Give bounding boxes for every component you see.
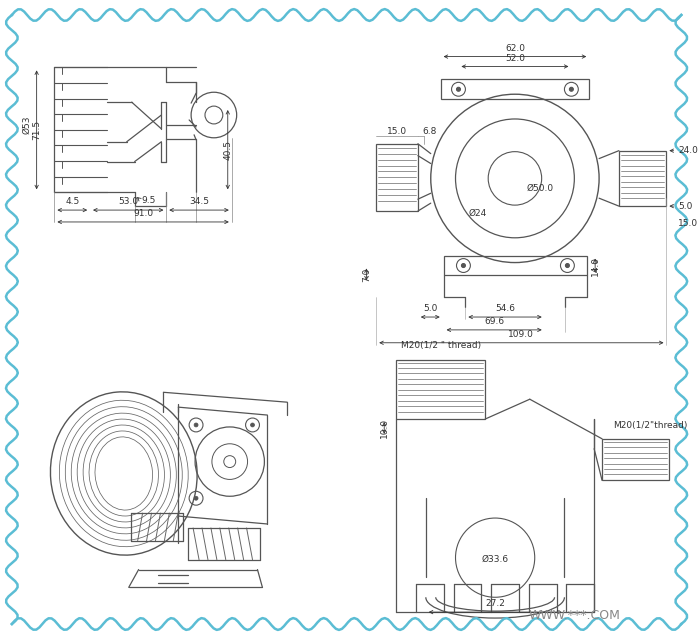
Bar bbox=[444, 256, 587, 275]
Text: 5.0: 5.0 bbox=[678, 202, 693, 211]
Text: 4.5: 4.5 bbox=[65, 197, 79, 206]
Text: 40.5: 40.5 bbox=[223, 140, 232, 160]
Text: 71.5: 71.5 bbox=[32, 119, 41, 140]
Text: 24.0: 24.0 bbox=[678, 146, 698, 155]
Text: M20(1/2 " thread): M20(1/2 " thread) bbox=[400, 341, 481, 350]
Circle shape bbox=[194, 497, 198, 500]
Text: 109.0: 109.0 bbox=[508, 330, 534, 339]
Text: 54.6: 54.6 bbox=[495, 304, 515, 313]
Bar bbox=[377, 144, 418, 211]
Circle shape bbox=[456, 88, 461, 91]
Text: 7.0: 7.0 bbox=[362, 267, 371, 282]
Circle shape bbox=[569, 88, 573, 91]
Text: Ø33.6: Ø33.6 bbox=[482, 555, 509, 564]
Text: Ø24: Ø24 bbox=[468, 208, 486, 217]
Bar bbox=[441, 79, 589, 99]
Text: 62.0: 62.0 bbox=[505, 43, 525, 52]
Text: 5.0: 5.0 bbox=[423, 304, 438, 313]
Text: 14.0: 14.0 bbox=[591, 256, 600, 275]
Text: 53.0: 53.0 bbox=[118, 197, 139, 206]
Bar bbox=[396, 360, 485, 419]
Text: 10.0: 10.0 bbox=[379, 418, 389, 438]
Circle shape bbox=[566, 263, 569, 268]
Text: 9.5: 9.5 bbox=[141, 196, 156, 204]
Text: Ø53: Ø53 bbox=[22, 116, 32, 134]
Text: 15.0: 15.0 bbox=[678, 219, 699, 228]
Text: 69.6: 69.6 bbox=[484, 317, 504, 326]
Bar bbox=[619, 151, 666, 206]
Circle shape bbox=[194, 423, 198, 427]
Text: 52.0: 52.0 bbox=[505, 54, 525, 63]
Circle shape bbox=[461, 263, 466, 268]
Circle shape bbox=[251, 423, 255, 427]
Text: M20(1/2"thread): M20(1/2"thread) bbox=[613, 422, 688, 431]
Text: 27.2: 27.2 bbox=[485, 599, 505, 608]
Text: 34.5: 34.5 bbox=[189, 197, 209, 206]
Text: 6.8: 6.8 bbox=[423, 127, 437, 136]
Text: WWW.***.COM: WWW.***.COM bbox=[528, 608, 620, 622]
Bar bbox=[602, 439, 669, 481]
Text: 15.0: 15.0 bbox=[387, 127, 407, 136]
Text: Ø50.0: Ø50.0 bbox=[526, 184, 553, 193]
Text: 91.0: 91.0 bbox=[133, 209, 153, 218]
